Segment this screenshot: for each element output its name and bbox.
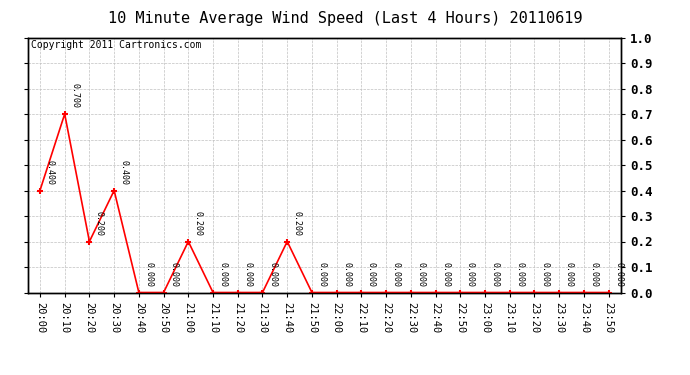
Text: 0.000: 0.000 bbox=[614, 262, 623, 287]
Text: 0.000: 0.000 bbox=[564, 262, 574, 287]
Text: 0.000: 0.000 bbox=[144, 262, 153, 287]
Text: 0.000: 0.000 bbox=[589, 262, 598, 287]
Text: 0.000: 0.000 bbox=[515, 262, 524, 287]
Text: 0.000: 0.000 bbox=[540, 262, 549, 287]
Text: 0.400: 0.400 bbox=[119, 160, 129, 185]
Text: 0.000: 0.000 bbox=[219, 262, 228, 287]
Text: 0.000: 0.000 bbox=[466, 262, 475, 287]
Text: 0.200: 0.200 bbox=[194, 211, 203, 236]
Text: Copyright 2011 Cartronics.com: Copyright 2011 Cartronics.com bbox=[30, 40, 201, 50]
Text: 10 Minute Average Wind Speed (Last 4 Hours) 20110619: 10 Minute Average Wind Speed (Last 4 Hou… bbox=[108, 11, 582, 26]
Text: 0.200: 0.200 bbox=[293, 211, 302, 236]
Text: 0.000: 0.000 bbox=[367, 262, 376, 287]
Text: 0.000: 0.000 bbox=[441, 262, 450, 287]
Text: 0.000: 0.000 bbox=[244, 262, 253, 287]
Text: 0.000: 0.000 bbox=[268, 262, 277, 287]
Text: 0.000: 0.000 bbox=[392, 262, 401, 287]
Text: 0.200: 0.200 bbox=[95, 211, 104, 236]
Text: 0.000: 0.000 bbox=[491, 262, 500, 287]
Text: 0.400: 0.400 bbox=[46, 160, 55, 185]
Text: 0.700: 0.700 bbox=[70, 84, 79, 108]
Text: 0.000: 0.000 bbox=[342, 262, 351, 287]
Text: 0.000: 0.000 bbox=[169, 262, 178, 287]
Text: 0.000: 0.000 bbox=[416, 262, 426, 287]
Text: 0.000: 0.000 bbox=[317, 262, 326, 287]
